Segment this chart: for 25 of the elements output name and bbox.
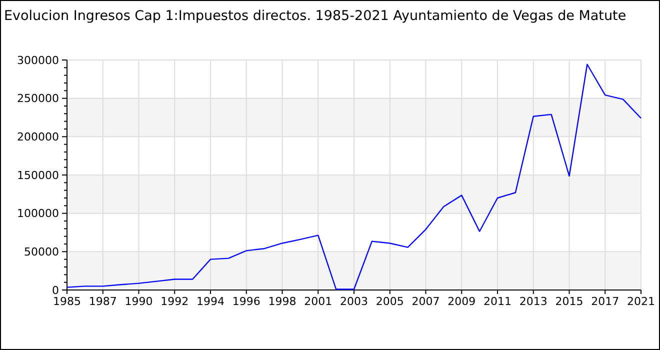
x-tick-label: 1987	[88, 295, 117, 308]
x-tick-label: 2005	[376, 295, 404, 308]
y-tick-label: 150000	[17, 168, 59, 182]
y-tick-label: 300000	[17, 54, 59, 67]
x-tick-label: 2001	[304, 295, 332, 308]
y-tick-label: 200000	[17, 130, 59, 144]
x-tick-label: 1994	[196, 295, 224, 308]
x-tick-label: 1985	[53, 295, 81, 308]
chart-title: Evolucion Ingresos Cap 1:Impuestos directos. 1985-2021 Ayuntamiento de Vegas de Matute	[4, 8, 626, 24]
y-tick-label: 50000	[24, 246, 59, 259]
x-tick-label: 2007	[412, 295, 440, 308]
y-tick-label: 250000	[17, 92, 59, 106]
x-tick-label: 2013	[519, 295, 548, 308]
x-tick-label: 2009	[448, 295, 476, 308]
x-tick-label: 1996	[232, 295, 260, 308]
x-tick-label: 1998	[268, 295, 296, 308]
y-tick-label: 0	[52, 284, 59, 297]
x-tick-label: 2003	[340, 295, 368, 308]
x-tick-label: 1990	[124, 295, 153, 308]
x-tick-label: 2015	[555, 295, 584, 308]
x-tick-label: 2017	[591, 295, 620, 308]
x-tick-label: 2021	[627, 295, 655, 308]
x-tick-label: 1992	[160, 295, 189, 308]
y-tick-label: 100000	[17, 207, 59, 220]
x-tick-label: 2011	[484, 295, 512, 308]
